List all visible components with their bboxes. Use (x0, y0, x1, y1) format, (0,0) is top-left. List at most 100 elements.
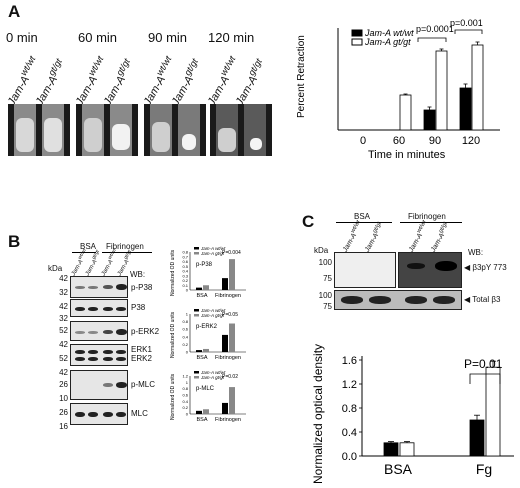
retraction-xtick: 60 (393, 135, 405, 147)
b-chart-xtick: BSA (196, 293, 207, 299)
time-label-0: 0 min (6, 30, 38, 45)
b-chart-ytick: 0.8 (182, 386, 188, 391)
kda-label-b: kDa (48, 264, 63, 273)
b-chart-ytick: 0.3 (182, 273, 188, 278)
retraction-xtick: 120 (462, 135, 480, 147)
pvalue-bracket-120 (454, 29, 483, 34)
b-legend-swatch-gt (194, 376, 199, 379)
retraction-bar (423, 109, 436, 131)
blot-erk1-erk2 (70, 344, 128, 366)
condition-fibrinogen-c: Fibrinogen (408, 212, 446, 221)
b-chart-xtick: Fibrinogen (215, 417, 241, 423)
b-chart-ytick: 1.2 (182, 374, 188, 379)
b-chart-pvalue: P=0.02 (222, 374, 238, 380)
kda-marker: 42 (59, 302, 68, 311)
retraction-bar (471, 44, 484, 131)
b-chart-ytick: 0.2 (182, 342, 188, 347)
kda-marker: 42 (59, 340, 68, 349)
panel-a-photos: 0 min 60 min 90 min 120 min Jam-Awt/wt J… (2, 20, 274, 160)
density-pvalue: P=0.01 (464, 357, 503, 371)
b-chart-bar (229, 323, 235, 352)
density-ytick: 0.8 (342, 403, 357, 415)
wb-label-b: WB: (130, 270, 146, 279)
b-chart-bar (203, 285, 209, 290)
b-chart-bar (196, 410, 202, 414)
b-chart-ytick: 0.4 (182, 334, 188, 339)
panel-b-label: B (8, 232, 21, 251)
b-chart-ytick: 1 (186, 380, 189, 385)
density-pvalue-bracket (469, 373, 501, 384)
b-chart-title: p-P38 (196, 262, 213, 268)
legend-entry-gt: Jam-A gt/gt (364, 37, 411, 47)
b-chart-title: p-MLC (196, 386, 215, 392)
b-legend-entry-wt: Jam-A wt/wt (200, 370, 226, 375)
density-ylabel-line1: Normalized optical density units (311, 344, 325, 484)
density-bar (485, 366, 501, 457)
tube-photo-0min (8, 104, 70, 156)
time-label-90: 90 min (148, 30, 188, 45)
condition-bsa: BSA (80, 242, 97, 251)
blot-label: p-ERK2 (131, 327, 160, 336)
b-chart-ytick: 0 (186, 412, 189, 417)
b-chart-ytick: 0.4 (182, 269, 188, 274)
blot-label: P38 (131, 303, 146, 312)
retraction-xlabel: Time in minutes (368, 149, 446, 161)
kda-marker: 52 (59, 354, 68, 363)
condition-bsa-c: BSA (354, 212, 371, 221)
b-legend-entry-gt: Jam-A gt/gt (200, 251, 225, 256)
b-legend-entry-gt: Jam-A gt/gt (200, 313, 225, 318)
b-chart-bar (229, 259, 235, 290)
blot-label: ERK1 (131, 345, 152, 354)
b-legend-swatch-gt (194, 252, 199, 255)
b-chart-title: p-ERK2 (196, 324, 218, 330)
b-chart-bar (222, 334, 228, 352)
b-chart-ytick: 0.2 (182, 278, 188, 283)
blot-total-beta3 (334, 290, 462, 310)
panel-b-charts: Normalized OD units 00.10.20.30.40.50.60.… (170, 246, 246, 423)
tube-photo-90min (144, 104, 206, 156)
blot-label-total: ◀ Total β3 (464, 295, 501, 304)
kda-marker: 32 (59, 314, 68, 323)
b-chart-ylabel: Normalized OD units (170, 311, 176, 358)
retraction-bar (459, 87, 472, 131)
b-legend-entry-wt: Jam-A wt/wt (200, 308, 226, 313)
pvalue-bracket-90 (417, 37, 447, 42)
kda-marker: 52 (59, 326, 68, 335)
density-xtick: Fg (476, 461, 492, 477)
density-ytick: 1.6 (342, 355, 357, 367)
lane-label: Jam-Agt/gt (363, 221, 383, 254)
b-chart-bar (222, 402, 228, 414)
panel-a-label: A (8, 2, 21, 21)
b-chart-bar (222, 278, 228, 290)
kda-marker: 26 (59, 408, 68, 417)
b-chart-bar (203, 409, 209, 414)
b-chart-ytick: 0.8 (182, 319, 188, 324)
retraction-xtick: 90 (429, 135, 441, 147)
b-chart-bar (203, 348, 209, 352)
blot-beta3-py773-bsa (334, 252, 396, 288)
time-label-60: 60 min (78, 30, 118, 45)
blot-p-mlc (70, 370, 128, 400)
kda-marker: 10 (59, 394, 68, 403)
blot-p-erk2 (70, 321, 128, 341)
pvalue-90min: p=0.0001 (416, 24, 454, 34)
density-bar (399, 442, 415, 457)
b-chart-ytick: 0.6 (182, 393, 188, 398)
b-chart-bar (229, 387, 235, 414)
blot-label: MLC (131, 409, 148, 418)
kda-marker: 32 (59, 288, 68, 297)
retraction-bar (435, 50, 448, 131)
tube-photo-120min (210, 104, 272, 156)
b-chart-xtick: Fibrinogen (215, 355, 241, 361)
kda-marker: 100 (318, 291, 332, 300)
kda-marker: 42 (59, 274, 68, 283)
b-chart-ytick: 0 (186, 288, 189, 293)
lane-label: Jam-Agt/gt (429, 221, 449, 254)
wb-label-c: WB: (468, 248, 484, 257)
legend-entry-wt: Jam-A wt/wt (364, 28, 414, 38)
blot-mlc (70, 403, 128, 425)
b-chart-ylabel: Normalized OD units (170, 373, 176, 420)
bsa-underline (72, 252, 96, 253)
blot-label: p-MLC (131, 380, 156, 389)
legend-swatch-gt (351, 38, 363, 46)
